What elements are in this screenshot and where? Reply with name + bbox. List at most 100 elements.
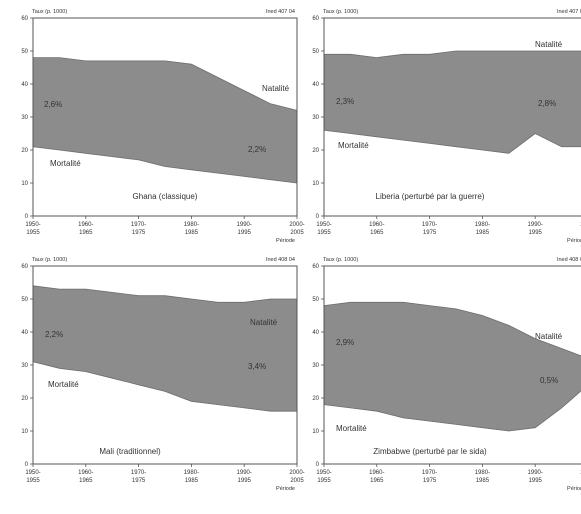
x-axis-title: Période [567, 486, 581, 492]
y-tick-label: 20 [21, 396, 28, 402]
y-tick-label: 50 [312, 297, 319, 303]
chart-panel-1: 0 10 20 30 40 50 60 1950-1955 1960-1965 1970-1975… [21, 9, 304, 244]
x-tick-label: 1950-1955 [316, 470, 331, 484]
y-tick-label: 20 [21, 148, 28, 154]
y-tick-label: 10 [312, 181, 319, 187]
y-axis-title: Taux (p. 1000) [32, 257, 67, 263]
x-axis-title: Période [276, 238, 295, 244]
y-tick-label: 30 [312, 363, 319, 369]
x-tick-label: 1950-1955 [25, 470, 40, 484]
panel-title: Liberia (perturbé par la guerre) [376, 192, 485, 201]
y-tick-label: 0 [25, 214, 29, 220]
x-tick-label: 1990-1995 [237, 222, 252, 236]
corner-label: Ined 407 04 [266, 9, 295, 15]
x-tick-label: 1950-1955 [316, 222, 331, 236]
y-tick-label: 60 [312, 264, 319, 270]
panel-title: Zimbabwe (perturbé par le sida) [373, 447, 487, 456]
x-tick-label: 1960-1965 [78, 470, 93, 484]
mortalite-line [323, 129, 581, 154]
y-tick-label: 0 [316, 214, 320, 220]
natalite-line [32, 285, 297, 303]
x-axis-title: Période [276, 486, 295, 492]
y-tick-label: 30 [21, 115, 28, 121]
x-tick-label: 1980-1985 [475, 222, 490, 236]
natural-increase-band [33, 57, 297, 183]
natalite-label: Natalité [250, 318, 278, 327]
x-tick-label: 1950-1955 [25, 222, 40, 236]
x-tick-label: 1970-1975 [422, 470, 437, 484]
natalite-label: Natalité [262, 84, 290, 93]
y-axis-title: Taux (p. 1000) [32, 9, 67, 15]
y-axis-title: Taux (p. 1000) [323, 257, 358, 263]
y-tick-label: 50 [21, 49, 28, 55]
growth-rate-annotation: 2,8% [538, 99, 556, 108]
chart-panel-2: 0 10 20 30 40 50 60 1950-1955 1960-1965 1970-1975… [312, 9, 581, 244]
y-tick-label: 50 [21, 297, 28, 303]
y-tick-label: 40 [312, 82, 319, 88]
natalite-line [323, 301, 581, 357]
x-tick-label: 1990-1995 [237, 470, 252, 484]
corner-label: Ined 407 04 [557, 9, 581, 15]
growth-rate-annotation: 2,3% [336, 97, 354, 106]
mortalite-label: Mortalité [50, 159, 81, 168]
growth-rate-annotation: 3,4% [248, 362, 266, 371]
natalite-line [33, 57, 298, 111]
corner-label: Ined 408 04 [266, 257, 295, 263]
y-tick-label: 30 [21, 363, 28, 369]
x-tick-label: 1970-1975 [131, 222, 146, 236]
mortalite-label: Mortalité [336, 424, 367, 433]
mortalite-line [32, 146, 298, 184]
y-tick-label: 50 [312, 49, 319, 55]
corner-label: Ined 408 04 [557, 257, 581, 263]
natalite-label: Natalité [535, 40, 563, 49]
y-tick-label: 0 [25, 462, 29, 468]
x-tick-label: 1960-1965 [369, 470, 384, 484]
y-tick-label: 60 [21, 16, 28, 22]
y-tick-label: 40 [312, 330, 319, 336]
x-tick-label: 1990-1995 [528, 470, 543, 484]
x-tick-label: 2000-2005 [289, 470, 304, 484]
y-tick-label: 30 [312, 115, 319, 121]
x-tick-label: 1960-1965 [369, 222, 384, 236]
x-tick-label: 1980-1985 [184, 470, 199, 484]
x-tick-label: 1960-1965 [78, 222, 93, 236]
growth-rate-annotation: 2,6% [44, 100, 62, 109]
natural-increase-band [33, 285, 297, 412]
x-tick-label: 1980-1985 [184, 222, 199, 236]
y-tick-label: 10 [312, 429, 319, 435]
mortalite-label: Mortalité [48, 380, 79, 389]
y-tick-label: 10 [21, 429, 28, 435]
y-tick-label: 20 [312, 396, 319, 402]
natalite-label: Natalité [535, 332, 563, 341]
y-tick-label: 60 [312, 16, 319, 22]
y-tick-label: 40 [21, 330, 28, 336]
x-tick-label: 2000-2005 [289, 222, 304, 236]
panel-title: Ghana (classique) [133, 192, 198, 201]
growth-rate-annotation: 2,2% [45, 330, 63, 339]
mortalite-label: Mortalité [338, 141, 369, 150]
growth-rate-annotation: 2,9% [336, 338, 354, 347]
y-axis-title: Taux (p. 1000) [323, 9, 358, 15]
natural-increase-band [324, 302, 581, 431]
x-tick-label: 1980-1985 [475, 470, 490, 484]
x-tick-label: 1990-1995 [528, 222, 543, 236]
y-tick-label: 20 [312, 148, 319, 154]
natural-increase-band [324, 51, 581, 154]
growth-rate-annotation: 2,2% [248, 145, 266, 154]
y-tick-label: 10 [21, 181, 28, 187]
x-axis-title: Période [567, 238, 581, 244]
natalite-line [324, 50, 581, 59]
y-tick-label: 0 [316, 462, 320, 468]
growth-rate-annotation: 0,5% [540, 376, 558, 385]
y-tick-label: 60 [21, 264, 28, 270]
chart-panel-4: 0 10 20 30 40 50 60 1950-1955 1960-1965 1970-1975… [312, 257, 581, 492]
mortalite-line [323, 390, 581, 432]
x-tick-label: 1970-1975 [422, 222, 437, 236]
x-tick-label: 1970-1975 [131, 470, 146, 484]
mortalite-line [32, 361, 297, 412]
panel-title: Mali (traditionnel) [99, 447, 161, 456]
y-tick-label: 40 [21, 82, 28, 88]
chart-panel-3: 0 10 20 30 40 50 60 1950-1955 1960-1965 1970-1975… [21, 257, 304, 492]
